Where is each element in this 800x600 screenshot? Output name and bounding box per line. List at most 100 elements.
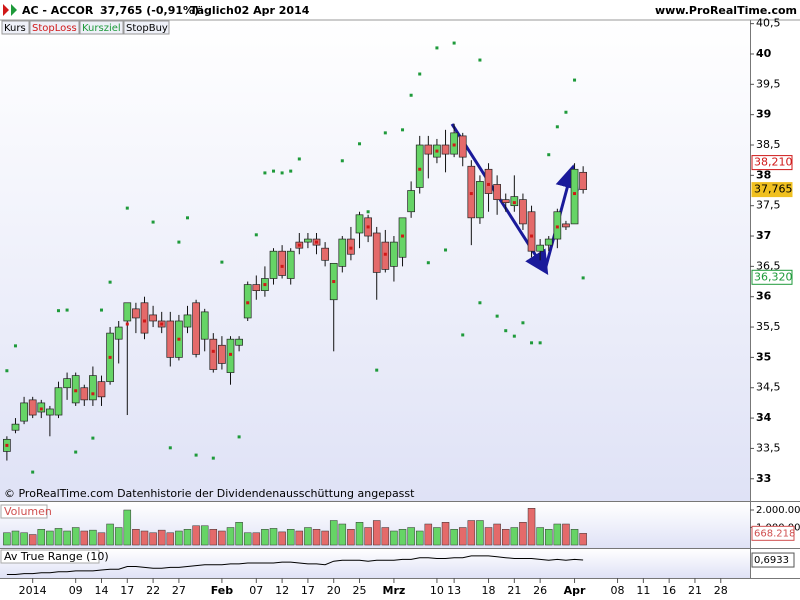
signal-dot <box>297 243 301 247</box>
candle-body <box>63 378 71 389</box>
signal-dot <box>452 41 456 45</box>
candle-body <box>562 223 570 228</box>
volume-bar <box>501 529 510 546</box>
x-tick-label: 25 <box>353 584 367 597</box>
x-tick-label: 26 <box>533 584 547 597</box>
legend-label: StopLoss <box>32 23 77 34</box>
y-tick-label: 33 <box>756 472 771 485</box>
x-tick-label: Mrz <box>383 584 406 597</box>
x-tick-label: 20 <box>327 584 341 597</box>
candle-body <box>218 344 226 364</box>
volume-bar <box>54 528 63 546</box>
volume-bar <box>553 523 562 546</box>
candle-body <box>89 375 97 401</box>
candle-body <box>579 171 587 190</box>
volume-bar <box>132 529 140 546</box>
volume-bar <box>510 527 519 546</box>
candle-body <box>28 399 37 416</box>
volume-bar <box>175 530 183 546</box>
candle-body <box>527 211 536 252</box>
volume-bar <box>166 532 175 546</box>
volume-bar <box>269 528 278 546</box>
legend-label: Kurs <box>4 23 26 34</box>
candle-body <box>570 168 579 225</box>
volume-bar <box>192 525 200 546</box>
x-tick-label: Feb <box>211 584 234 597</box>
candle-body <box>226 338 235 373</box>
label-box <box>0 549 100 564</box>
volume-bar <box>364 527 372 546</box>
signal-dot <box>530 234 534 238</box>
y-tick-label: 34 <box>756 411 772 424</box>
volume-bar <box>89 529 97 546</box>
x-tick-label: 28 <box>714 584 728 597</box>
signal-dot <box>435 46 439 50</box>
volume-bar <box>458 527 467 546</box>
candle-body <box>372 232 381 273</box>
signal-dot <box>512 201 516 205</box>
candle-body <box>338 238 347 267</box>
icon <box>11 4 17 16</box>
signal-dot <box>246 301 250 305</box>
candle-body <box>183 314 192 328</box>
signal-dot <box>177 240 181 244</box>
legend-tab <box>29 20 80 35</box>
signal-dot <box>581 276 585 280</box>
volume-bar <box>321 530 329 546</box>
value-label: 0,6933 <box>754 555 789 566</box>
volume-bar <box>355 522 364 546</box>
x-tick-label: 2014 <box>19 584 47 597</box>
price-label-box <box>751 182 793 198</box>
candle-body <box>355 214 364 234</box>
atr-panel <box>0 549 750 578</box>
signal-dot <box>5 443 9 447</box>
signal-dot <box>263 171 267 175</box>
label-box <box>0 504 48 519</box>
x-tick-label: 21 <box>688 584 702 597</box>
signal-dot <box>237 435 241 439</box>
candle-body <box>46 408 54 416</box>
y-tick-label: 34,5 <box>756 381 781 394</box>
signal-dot <box>74 389 78 393</box>
price-label: 38,210 <box>754 156 793 169</box>
candle-body <box>476 181 484 219</box>
volume-bar <box>261 529 269 546</box>
signal-dot <box>332 280 336 284</box>
candle-body <box>415 144 424 188</box>
signal-dot <box>409 93 413 97</box>
signal-dot <box>315 240 319 244</box>
candle-body <box>123 302 132 322</box>
candle-body <box>278 250 286 276</box>
y-tick-label: 40,5 <box>756 17 781 30</box>
candle-body <box>114 326 123 340</box>
price-label-box <box>751 155 793 171</box>
signal-dot <box>177 337 181 341</box>
candle-body <box>407 190 415 213</box>
volume-bar <box>398 529 407 546</box>
candle-body <box>510 196 519 207</box>
candle-body <box>97 381 106 398</box>
x-tick-label: 09 <box>69 584 83 597</box>
signal-dot <box>461 333 465 337</box>
signal-dot <box>142 319 146 323</box>
price-label-box <box>751 269 793 285</box>
signal-dot <box>108 355 112 359</box>
volume-bar <box>243 532 252 546</box>
candle-body <box>243 284 252 319</box>
signal-dot <box>74 450 78 454</box>
candle-body <box>484 168 493 194</box>
signal-dot <box>452 143 456 147</box>
volume-bar <box>149 532 157 546</box>
volume-bar <box>11 530 20 546</box>
volume-bar <box>37 529 46 546</box>
y-tick-label: 36,5 <box>756 259 781 272</box>
signal-dot <box>555 125 559 129</box>
candle-body <box>467 165 476 219</box>
signal-dot <box>5 369 9 373</box>
signal-dot <box>280 171 284 175</box>
signal-dot <box>125 322 129 326</box>
volume-bar <box>63 530 71 546</box>
volume-bar <box>218 530 226 546</box>
candle-body <box>304 238 312 243</box>
